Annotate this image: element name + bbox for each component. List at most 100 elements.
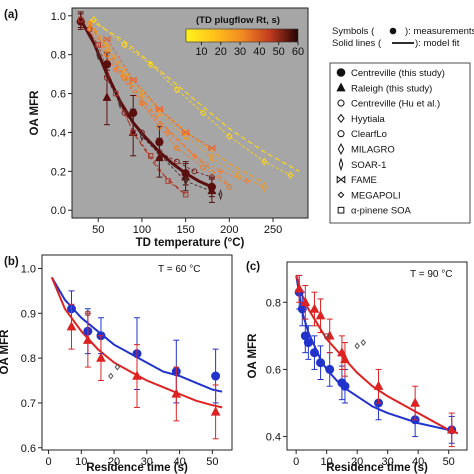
legend-marker	[337, 113, 345, 124]
colorbar-tick-label: 50	[273, 46, 285, 58]
panel-a-y-tick-label: 0.4	[51, 127, 66, 139]
panel-c-x-tick-label: 50	[443, 456, 455, 468]
panel-a-data-point	[112, 67, 119, 74]
panel-b-label: (b)	[4, 256, 19, 268]
panel-c-data-point	[354, 342, 360, 350]
panel-a-data-point	[155, 105, 163, 113]
colorbar-tick-label: 60	[292, 46, 304, 58]
panel-a-data-point	[86, 20, 93, 31]
panel-a-data-point	[173, 85, 180, 94]
panel-b-data-point	[211, 371, 221, 381]
panel-a-data-point	[121, 110, 128, 116]
panel-a-x-axis-title: TD temperature (°C)	[136, 237, 245, 249]
panel-a-series-connector	[80, 19, 186, 196]
panel-b-x-tick-label: 20	[108, 456, 120, 468]
panel-a-data-point	[102, 60, 112, 69]
panel-a-x-tick-label: 100	[133, 224, 151, 236]
panel-a-y-tick-label: 0.8	[51, 50, 66, 62]
panel-b-data-point	[114, 363, 121, 371]
panel-a-x-tick-label: 250	[264, 224, 282, 236]
panel-b-data-point	[66, 321, 77, 331]
panel-c-data-point	[324, 330, 335, 340]
panel-a-data-point	[121, 75, 128, 81]
colorbar-tick-label: 20	[215, 46, 227, 58]
legend-label: Hyytiala	[351, 114, 386, 125]
panel-a-data-point	[156, 108, 163, 118]
panel-a-data-point	[118, 97, 122, 110]
panel-b-fit-line	[50, 276, 223, 393]
panel-c-chart: 0 10 20 30 40 50 0.4 0.6 0.8 (c) T = 90 °C OA MF…	[246, 261, 468, 474]
panel-b-data-point	[108, 372, 114, 380]
panel-a-series-connector	[89, 23, 230, 188]
note-measurement-dot	[389, 27, 397, 35]
panel-a-series-connector	[93, 19, 291, 176]
panel-c-y-tick-label: 0.8	[266, 297, 281, 309]
panel-b-y-tick-label: 0.6	[21, 443, 36, 455]
panel-a-dashed-fit-line	[89, 23, 230, 186]
legend-marker	[338, 157, 344, 172]
legend-marker	[337, 206, 345, 214]
panel-a-data-point	[154, 152, 164, 162]
panel-a-series-connector	[89, 29, 247, 182]
panel-a-data-point	[218, 188, 223, 201]
panel-a-data-point	[139, 129, 145, 136]
panel-b-y-tick-label: 1.0	[21, 263, 36, 275]
panel-b-x-tick-label: 0	[45, 456, 51, 468]
panel-a-data-point	[156, 148, 163, 155]
panel-c-x-tick-label: 20	[351, 456, 363, 468]
panel-a-data-point	[104, 51, 110, 58]
panel-a-y-tick-label: 0.6	[51, 89, 66, 101]
panel-b-x-axis-title: Residence time (s)	[86, 462, 188, 474]
panel-a-data-point	[261, 181, 267, 192]
panel-c-x-tick-label: 0	[293, 456, 299, 468]
panel-a-y-tick-label: 0.0	[51, 205, 66, 217]
panel-c-y-tick-label: 0.4	[266, 432, 281, 444]
legend-marker	[336, 175, 346, 184]
panel-a-data-point	[165, 178, 171, 184]
panel-c-data-point	[340, 353, 350, 364]
panel-a-model-fit-line	[79, 18, 213, 189]
note-symbols-prefix: Symbols (	[332, 26, 375, 37]
panel-a-data-point	[200, 109, 207, 117]
note-lines-suffix: ): model fit	[415, 38, 460, 49]
panel-a-data-point	[235, 170, 241, 181]
panel-a-data-point	[90, 15, 97, 24]
panel-b-annotation: T = 60 °C	[158, 264, 200, 275]
panel-b-data-point	[210, 406, 221, 416]
panel-b-data-point	[83, 334, 93, 344]
legend-label: Raleigh (this study)	[351, 83, 432, 94]
legend-label: MILAGRO	[351, 145, 395, 156]
legend-marker	[336, 68, 346, 77]
panel-c-data-point	[309, 348, 319, 358]
legend-label: Centreville (Hu et al.)	[351, 99, 440, 110]
panel-a-data-point	[173, 158, 180, 165]
legend-marker	[337, 99, 345, 107]
panel-c-data-point	[410, 397, 420, 407]
panel-a-data-point	[182, 129, 190, 136]
panel-a-y-tick-label: 1.0	[51, 11, 66, 23]
panel-a-data-point	[165, 129, 171, 136]
legend-label: MEGAPOLI	[351, 190, 401, 201]
legend-label: FAME	[351, 175, 377, 186]
panel-a-dashed-fit-line	[89, 19, 300, 172]
legend-marker	[336, 82, 346, 92]
note-symbols-suffix: ): measurements	[405, 26, 474, 37]
panel-a-x-tick-label: 200	[220, 224, 238, 236]
panel-a-data-point	[183, 175, 188, 187]
panel-a-series-connector	[89, 25, 265, 188]
panel-a-data-point	[102, 92, 112, 101]
legend-label: α-pinene SOA	[351, 206, 412, 217]
panel-c-data-point	[373, 380, 384, 390]
panel-c-data-point	[446, 424, 457, 434]
panel-a-data-point	[121, 69, 128, 80]
panel-a-x-tick-label: 150	[176, 224, 194, 236]
legend-label: Centreville (this study)	[351, 68, 445, 79]
panel-b-x-tick-label: 40	[173, 456, 185, 468]
panel-c-data-point	[324, 333, 330, 339]
panel-c-data-point	[300, 296, 311, 306]
panel-a-data-point	[182, 131, 189, 142]
panel-a-data-point	[208, 144, 216, 152]
colorbar: (TD plugflow Rt, s) 10 20 30 40 50 60	[185, 15, 304, 58]
panel-a-data-point	[139, 88, 145, 99]
